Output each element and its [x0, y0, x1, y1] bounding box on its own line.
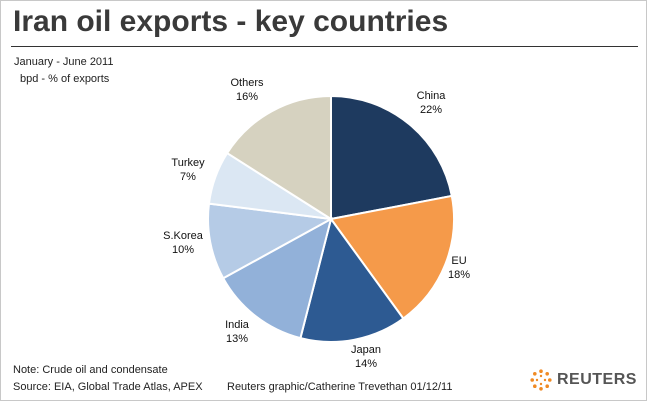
title-divider	[11, 46, 638, 47]
source-line: Source: EIA, Global Trade Atlas, APEX	[13, 381, 203, 393]
slice-label-turkey: Turkey	[171, 157, 205, 169]
slice-value-japan: 14%	[355, 358, 377, 370]
slice-value-eu: 18%	[448, 269, 470, 281]
chart-subtitle: January - June 2011	[14, 56, 114, 68]
unit-label: bpd - % of exports	[20, 73, 110, 85]
reuters-dots-icon	[530, 369, 552, 391]
slice-value-s-korea: 10%	[172, 244, 194, 256]
pie-slice-eu	[329, 194, 455, 320]
slice-value-india: 13%	[226, 333, 248, 345]
reuters-logo: REUTERS	[529, 367, 637, 393]
slice-value-turkey: 7%	[180, 171, 196, 183]
pie-slice-japan	[299, 216, 405, 343]
slice-value-others: 16%	[236, 91, 258, 103]
slice-label-others: Others	[230, 77, 264, 89]
pie-slice-others	[225, 94, 332, 221]
slice-label-s-korea: S.Korea	[163, 230, 204, 242]
pie-slice-s-korea	[207, 202, 335, 280]
graphic-credit: Reuters graphic/Catherine Trevethan 01/1…	[227, 381, 453, 393]
chart-title: Iran oil exports - key countries	[13, 5, 449, 38]
footnote: Note: Crude oil and condensate	[13, 364, 168, 376]
pie-slice-china	[330, 94, 453, 221]
slice-label-india: India	[225, 319, 250, 331]
slice-value-china: 22%	[420, 104, 442, 116]
brand-name: REUTERS	[557, 371, 637, 388]
slice-label-japan: Japan	[351, 344, 381, 356]
slice-label-china: China	[417, 90, 447, 102]
pie-slice-india	[221, 217, 333, 340]
slice-label-eu: EU	[451, 255, 466, 267]
